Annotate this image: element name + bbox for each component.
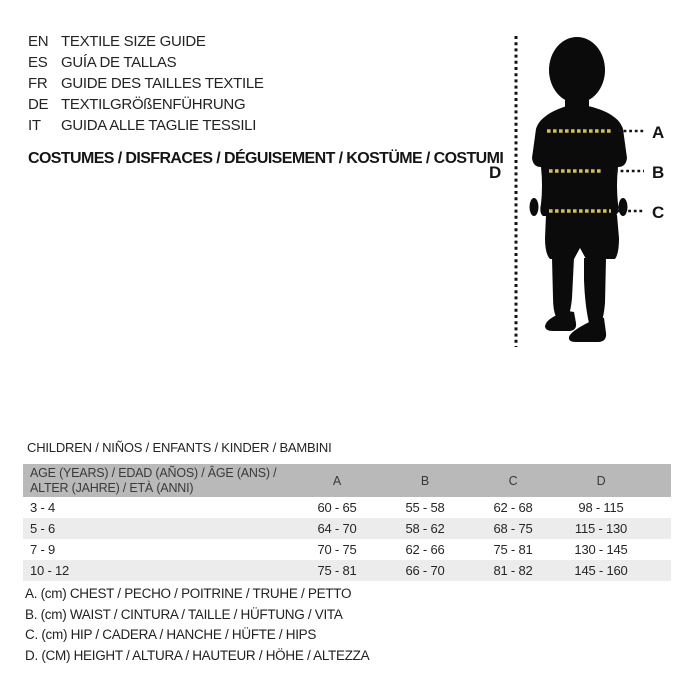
column-header-d: D [557,464,645,497]
height-cell: 130 - 145 [574,542,628,557]
language-code: IT [28,117,41,134]
age-cell: 3 - 4 [30,500,56,515]
silhouette-left-hand [529,198,539,216]
chest-cell: 64 - 70 [317,521,357,536]
spacer-cell [645,518,671,539]
legend-waist: B. (cm) WAIST / CINTURA / TAILLE / HÜFTU… [25,606,343,622]
measurement-figure [470,18,700,358]
waist-cell: 58 - 62 [405,521,445,536]
silhouette-right-hand [618,198,628,216]
chest-cell: 75 - 81 [317,563,357,578]
column-header-c: C [469,464,557,497]
spacer-cell [645,539,671,560]
child-silhouette-diagram [514,36,644,347]
language-row-it: IT GUIDA ALLE TAGLIE TESSILI [28,115,264,136]
age-header-line2: ALTER (JAHRE) / ETÀ (ANNI) [30,480,194,495]
age-cell: 7 - 9 [30,542,56,557]
age-cell: 5 - 6 [30,521,56,536]
measure-legend: A. (cm) CHEST / PECHO / POITRINE / TRUHE… [25,584,370,666]
table-section-title: CHILDREN / NIÑOS / ENFANTS / KINDER / BA… [27,440,332,455]
age-column-header: AGE (YEARS) / EDAD (AÑOS) / ÂGE (ANS) / … [23,464,293,497]
age-cell: 10 - 12 [30,563,70,578]
age-header-line1: AGE (YEARS) / EDAD (AÑOS) / ÂGE (ANS) / [30,466,277,480]
table-row: 10 - 12 75 - 81 66 - 70 81 - 82 145 - 16… [23,560,671,581]
chest-cell: 60 - 65 [317,500,357,515]
column-header-b: B [381,464,469,497]
hip-cell: 75 - 81 [493,542,533,557]
hip-cell: 62 - 68 [493,500,533,515]
silhouette-head [549,37,605,103]
language-label: GUIDA ALLE TAGLIE TESSILI [61,117,257,134]
language-code: EN [28,33,49,50]
language-list: EN TEXTILE SIZE GUIDE ES GUÍA DE TALLAS … [28,31,264,136]
legend-height: D. (CM) HEIGHT / ALTURA / HAUTEUR / HÖHE… [25,647,370,663]
hip-cell: 81 - 82 [493,563,533,578]
measure-label-d: D [489,163,501,182]
spacer-cell [645,497,671,518]
height-cell: 115 - 130 [574,521,628,536]
legend-chest: A. (cm) CHEST / PECHO / POITRINE / TRUHE… [25,586,352,601]
height-cell: 145 - 160 [574,563,628,578]
table-row: 5 - 6 64 - 70 58 - 62 68 - 75 115 - 130 [23,518,671,539]
height-cell: 98 - 115 [578,500,624,515]
silhouette-left-shoe [545,311,577,331]
table-row: 7 - 9 70 - 75 62 - 66 75 - 81 130 - 145 [23,539,671,560]
column-header-a: A [293,464,381,497]
language-label: GUÍA DE TALLAS [61,54,177,71]
language-label: TEXTILE SIZE GUIDE [61,33,206,50]
measure-label-a: A [652,123,664,142]
language-row-de: DE TEXTILGRÖßENFÜHRUNG [28,94,264,115]
chest-cell: 70 - 75 [317,542,357,557]
silhouette-shirt [532,106,627,216]
waist-cell: 55 - 58 [405,500,445,515]
waist-cell: 66 - 70 [405,563,445,578]
spacer-cell [645,560,671,581]
language-code: ES [28,54,48,71]
language-code: DE [28,96,49,113]
hip-cell: 68 - 75 [493,521,533,536]
size-table: AGE (YEARS) / EDAD (AÑOS) / ÂGE (ANS) / … [23,464,671,581]
language-row-en: EN TEXTILE SIZE GUIDE [28,31,264,52]
language-code: FR [28,75,48,92]
table-row: 3 - 4 60 - 65 55 - 58 62 - 68 98 - 115 [23,497,671,518]
table-header-row: AGE (YEARS) / EDAD (AÑOS) / ÂGE (ANS) / … [23,464,671,497]
language-label: GUIDE DES TAILLES TEXTILE [61,75,264,92]
silhouette-right-shoe [568,317,607,342]
language-row-es: ES GUÍA DE TALLAS [28,52,264,73]
silhouette-right-leg [584,258,606,323]
waist-cell: 62 - 66 [405,542,445,557]
silhouette-left-leg [552,258,574,317]
column-header-spacer [645,464,671,497]
measure-label-c: C [652,203,664,222]
legend-hip: C. (cm) HIP / CADERA / HANCHE / HÜFTE / … [25,627,317,642]
category-title: COSTUMES / DISFRACES / DÉGUISEMENT / KOS… [28,150,504,167]
silhouette-shorts [545,215,619,259]
child-silhouette [529,37,628,342]
language-label: TEXTILGRÖßENFÜHRUNG [61,96,246,113]
language-row-fr: FR GUIDE DES TAILLES TEXTILE [28,73,264,94]
measure-label-b: B [652,163,664,182]
